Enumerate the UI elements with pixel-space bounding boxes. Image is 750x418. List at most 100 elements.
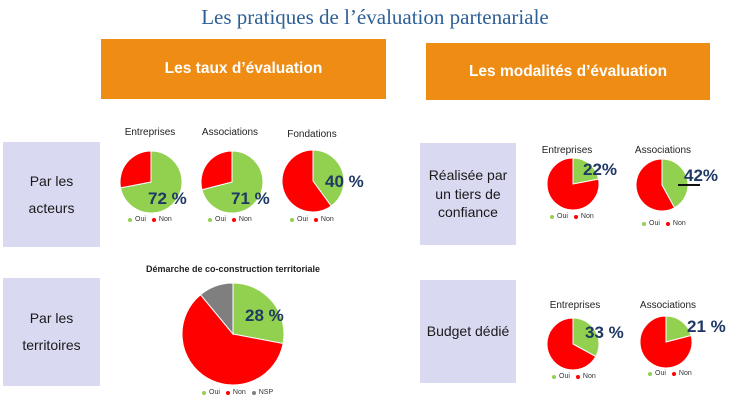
- pie-slice-nsp: [199, 282, 234, 336]
- legend-dot-non: [151, 217, 156, 222]
- pie-slice-non: [639, 315, 693, 369]
- pie-associations-tiers: [635, 158, 689, 212]
- legend-item-oui: Oui: [550, 213, 568, 220]
- pie-slice-oui: [572, 157, 600, 185]
- legend-label-oui: Oui: [655, 370, 666, 377]
- row-label-acteurs-line1: Par les: [29, 172, 74, 189]
- legend-label-oui: Oui: [135, 216, 146, 223]
- row-label-acteurs-line2: acteurs: [28, 199, 75, 216]
- legend-associations-tiers: Oui Non: [642, 220, 686, 227]
- legend-item-oui: Oui: [128, 216, 146, 223]
- pie-territoires: [181, 282, 285, 386]
- legend-dot-non: [225, 390, 230, 395]
- page-title: Les pratiques de l’évaluation partenaria…: [201, 5, 549, 29]
- legend-fondations-taux: Oui Non: [290, 216, 334, 223]
- legend-label-oui: Oui: [559, 373, 570, 380]
- legend-label-oui: Oui: [215, 216, 226, 223]
- legend-item-nsp: NSP: [251, 389, 273, 396]
- pct-label-fondations-taux: 40 %: [325, 172, 364, 191]
- legend-dot-oui: [642, 221, 646, 226]
- pct-label-associations-taux: 71 %: [231, 189, 270, 208]
- pie-title-territoires: Démarche de co-construction territoriale: [145, 264, 321, 274]
- header-taux-label: Les taux d’évaluation: [164, 60, 323, 77]
- legend-item-non: Non: [231, 216, 252, 223]
- pie-slice-non: [281, 149, 332, 213]
- row-label-tiers: Réalisée par un tiers de confiance: [420, 143, 516, 245]
- pie-title-associations-tiers: Associations: [634, 145, 692, 156]
- pie-title-associations-taux: Associations: [201, 127, 259, 138]
- pie-title-fondations-taux: Fondations: [287, 129, 337, 140]
- legend-label-oui: Oui: [297, 216, 308, 223]
- pie-slice-non: [546, 157, 600, 211]
- row-label-territoires: Par les territoires: [3, 278, 100, 386]
- legend-dot-non: [573, 214, 578, 219]
- legend-label-non: Non: [320, 216, 334, 223]
- pie-title-entreprises-taux: Entreprises: [124, 127, 176, 138]
- legend-item-oui: Oui: [642, 220, 660, 227]
- legend-dot-non: [231, 217, 236, 222]
- pie-entreprises-tiers: [546, 157, 600, 211]
- pie-slice-oui: [232, 282, 285, 345]
- legend-item-oui: Oui: [290, 216, 308, 223]
- pie-slice-non: [635, 158, 676, 212]
- header-modalites: Les modalités d’évaluation: [426, 43, 710, 100]
- legend-item-non: Non: [151, 216, 172, 223]
- legend-dot-oui: [648, 371, 652, 376]
- legend-label-non: Non: [678, 370, 692, 377]
- pct-label-associations-budget: 21 %: [687, 317, 726, 336]
- legend-dot-non: [313, 217, 318, 222]
- pie-associations-budget: [639, 315, 693, 369]
- legend-dot-non: [671, 371, 676, 376]
- pie-fondations-taux: [281, 149, 345, 213]
- pct-label-entreprises-tiers: 22%: [583, 160, 618, 179]
- pct-label-associations-tiers: 42%: [684, 166, 719, 185]
- legend-item-non: Non: [573, 213, 594, 220]
- legend-label-non: Non: [580, 213, 594, 220]
- pct-label-entreprises-taux: 72 %: [148, 189, 187, 208]
- legend-dot-non: [665, 221, 670, 226]
- pie-slice-non: [119, 150, 152, 189]
- row-label-territoires-line2: territoires: [22, 337, 81, 353]
- pie-slice-non: [200, 150, 233, 191]
- legend-entreprises-tiers: Oui Non: [550, 213, 594, 220]
- legend-item-oui: Oui: [648, 370, 666, 377]
- pie-title-associations-budget: Associations: [639, 300, 697, 311]
- row-label-budget-text: Budget dédié: [426, 323, 510, 340]
- legend-entreprises-budget: Oui Non: [552, 373, 596, 380]
- pie-slice-non: [546, 317, 597, 371]
- legend-item-non: Non: [313, 216, 334, 223]
- pct-label-entreprises-budget: 33 %: [585, 323, 624, 342]
- legend-entreprises-taux: Oui Non: [128, 216, 172, 223]
- row-label-tiers-line2: un tiers de: [435, 185, 501, 202]
- pie-title-entreprises-tiers: Entreprises: [541, 145, 593, 156]
- legend-dot-oui: [550, 214, 554, 219]
- row-label-acteurs: Par les acteurs: [3, 142, 100, 247]
- legend-territoires: Oui Non NSP: [202, 389, 273, 396]
- header-modalites-label: Les modalités d’évaluation: [468, 62, 668, 80]
- pie-associations-taux: [200, 150, 264, 214]
- legend-item-oui: Oui: [202, 389, 220, 396]
- legend-dot-oui: [290, 217, 294, 222]
- legend-item-oui: Oui: [208, 216, 226, 223]
- legend-dot-oui: [202, 390, 206, 395]
- row-label-tiers-line3: confiance: [438, 204, 498, 221]
- row-label-budget: Budget dédié: [420, 280, 516, 383]
- legend-dot-oui: [552, 374, 556, 379]
- legend-label-oui: Oui: [557, 213, 568, 220]
- pie-entreprises-taux: [119, 150, 183, 214]
- legend-item-non: Non: [225, 389, 246, 396]
- pct-label-territoires: 28 %: [245, 306, 284, 325]
- legend-label-non: Non: [672, 220, 686, 227]
- pie-slice-oui: [312, 149, 345, 207]
- legend-item-non: Non: [665, 220, 686, 227]
- legend-dot-oui: [128, 217, 132, 222]
- legend-label-non: Non: [158, 216, 172, 223]
- legend-dot-nsp: [251, 390, 256, 395]
- pie-entreprises-budget: [546, 317, 600, 371]
- pie-slice-oui: [661, 158, 689, 209]
- row-label-tiers-line1: Réalisée par: [428, 166, 508, 183]
- pie-slice-oui: [665, 315, 692, 343]
- pie-slice-non: [181, 293, 284, 386]
- legend-associations-budget: Oui Non: [648, 370, 692, 377]
- pie-title-entreprises-budget: Entreprises: [549, 300, 601, 311]
